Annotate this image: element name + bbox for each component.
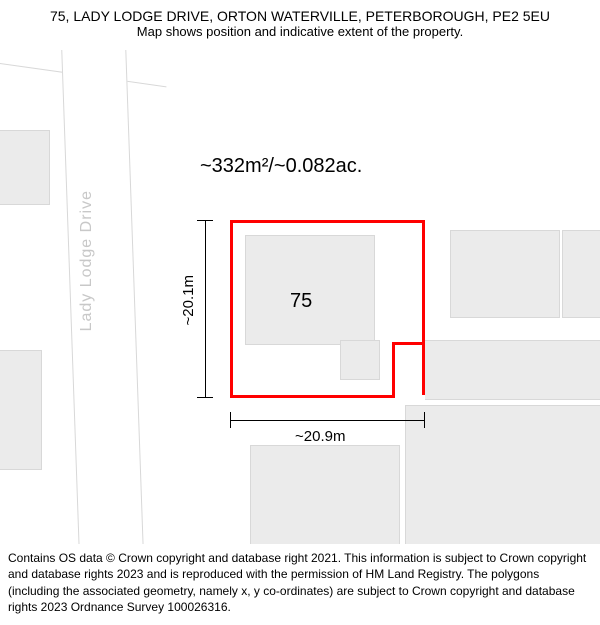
header: 75, LADY LODGE DRIVE, ORTON WATERVILLE, … — [0, 0, 600, 43]
dim-cap — [197, 397, 213, 398]
dim-cap — [230, 412, 231, 428]
height-measurement: ~20.1m — [180, 275, 197, 325]
page-subtitle: Map shows position and indicative extent… — [20, 24, 580, 39]
road-label: Lady Lodge Drive — [78, 190, 96, 331]
property-outline-bottom — [230, 342, 395, 398]
page-title: 75, LADY LODGE DRIVE, ORTON WATERVILLE, … — [20, 8, 580, 24]
property-outline-notch-side — [392, 342, 395, 398]
copyright-footer: Contains OS data © Crown copyright and d… — [0, 544, 600, 625]
dim-cap — [197, 220, 213, 221]
building — [0, 130, 50, 205]
building — [0, 350, 42, 470]
building — [250, 445, 400, 545]
road-main — [61, 50, 144, 545]
building — [450, 230, 560, 318]
house-number: 75 — [290, 290, 312, 313]
dim-line-vertical — [205, 220, 206, 398]
area-measurement: ~332m²/~0.082ac. — [200, 155, 362, 178]
building — [425, 340, 600, 400]
map-canvas: Lady Lodge Drive ~332m²/~0.082ac. 75 ~20… — [0, 50, 600, 545]
width-measurement: ~20.9m — [295, 428, 345, 445]
dim-cap — [424, 412, 425, 428]
property-outline-notch-top — [392, 342, 425, 345]
dim-line-horizontal — [230, 420, 425, 421]
building — [562, 230, 600, 318]
building — [405, 405, 600, 545]
